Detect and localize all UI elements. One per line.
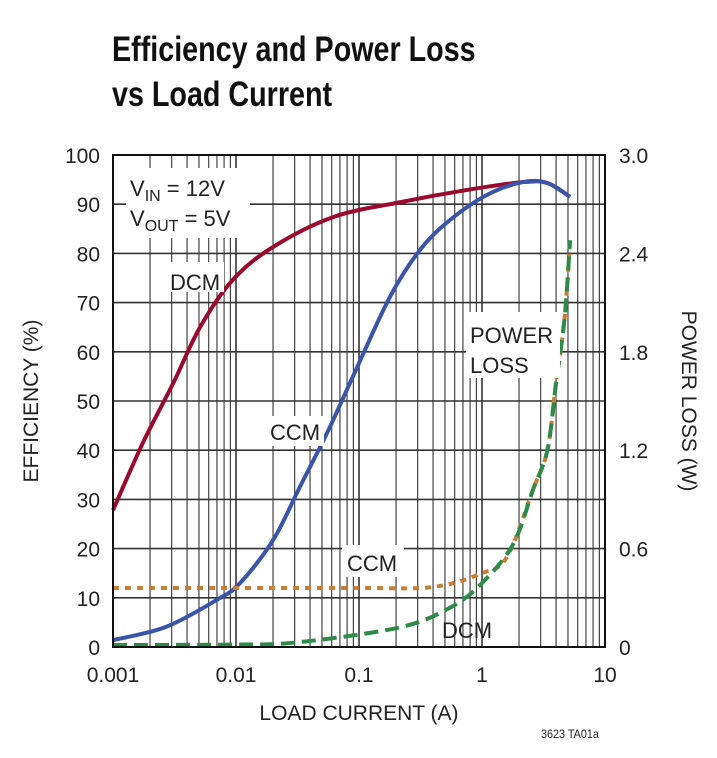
y2-tick-label: 0 [619, 637, 631, 660]
y2-tick-label: 1.8 [619, 342, 648, 365]
annotation-layer: VIN = 12V VOUT = 5V DCM CCM POWER LOSS C… [126, 168, 560, 643]
power-loss-label-2: LOSS [470, 353, 529, 378]
x-tick-label: 10 [593, 664, 616, 687]
tick-labels: 0.001 0.01 0.1 1 10010203040506070809010000.… [65, 145, 649, 687]
y-tick-label: 40 [77, 440, 100, 463]
y2-tick-label: 0.6 [619, 539, 648, 562]
power-loss-label-1: POWER [470, 323, 553, 348]
ccm-efficiency-line [112, 178, 572, 643]
chart-title-line-2: vs Load Current [112, 75, 333, 114]
ccm-efficiency-label: CCM [270, 420, 320, 445]
chart-title-line-1: Efficiency and Power Loss [112, 30, 476, 69]
x-tick-label: 1 [476, 664, 488, 687]
y-tick-label: 90 [77, 194, 100, 217]
dcm-efficiency-label: DCM [170, 270, 220, 295]
y-tick-label: 60 [77, 342, 100, 365]
y-tick-label: 80 [77, 243, 100, 266]
dcm-loss-label: DCM [442, 618, 492, 643]
x-axis-label: LOAD CURRENT (A) [259, 702, 458, 725]
vout-label: VOUT = 5V [130, 206, 231, 235]
x-tick-label: 0.001 [87, 664, 140, 687]
y-tick-label: 70 [77, 293, 100, 316]
x-tick-label: 0.1 [344, 664, 373, 687]
y-tick-label: 30 [77, 489, 100, 512]
vin-label: VIN = 12V [130, 176, 225, 205]
conditions-box [126, 168, 250, 238]
y2-axis-label: POWER LOSS (W) [677, 311, 700, 492]
y2-tick-label: 3.0 [619, 145, 648, 168]
x-tick-label: 0.01 [216, 664, 257, 687]
y-tick-label: 50 [77, 391, 100, 414]
y-axis-label: EFFICIENCY (%) [20, 320, 43, 483]
plot-frame [112, 154, 606, 648]
y-tick-label: 0 [88, 637, 100, 660]
footnote: 3623 TA01a [541, 727, 599, 741]
dcm-power-loss-line [112, 240, 573, 648]
y-tick-label: 100 [65, 145, 100, 168]
ccm-loss-label: CCM [347, 551, 397, 576]
y-tick-label: 10 [77, 588, 100, 611]
series-layer [111, 178, 573, 648]
y2-tick-label: 2.4 [619, 243, 649, 266]
y2-tick-label: 1.2 [619, 440, 648, 463]
y-tick-label: 20 [77, 539, 100, 562]
